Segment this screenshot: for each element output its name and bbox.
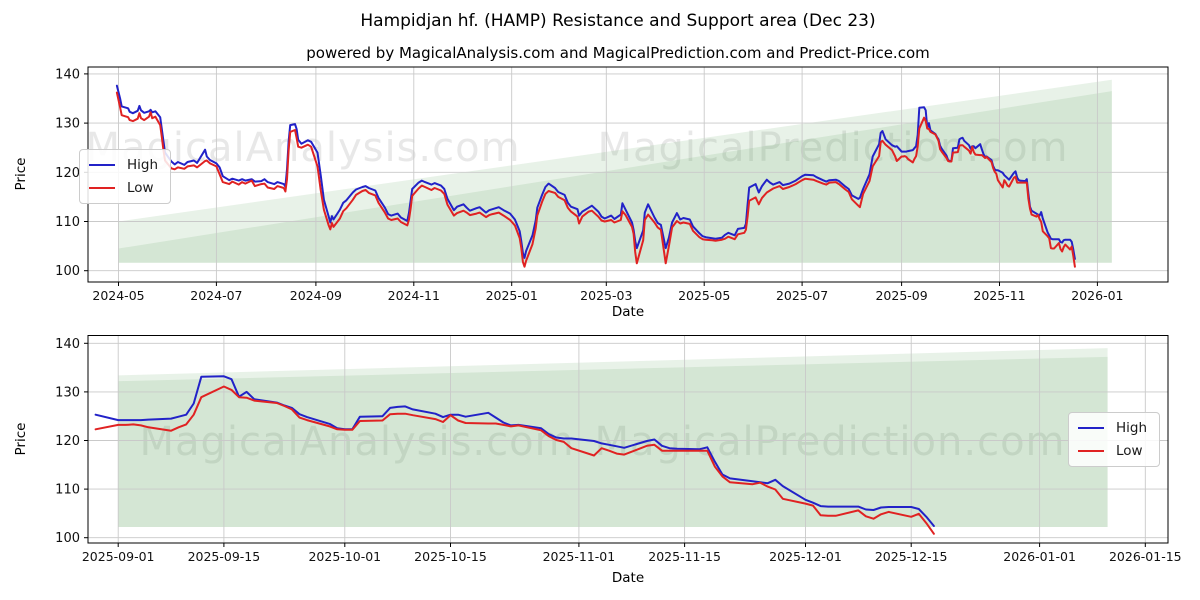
x-tick-label: 2025-09-01 bbox=[82, 549, 155, 564]
legend-item-low: Low bbox=[1078, 443, 1147, 459]
x-tick-label: 2024-07 bbox=[190, 288, 242, 303]
legend-item-high: High bbox=[1078, 420, 1147, 436]
y-tick-label: 120 bbox=[55, 434, 80, 449]
x-tick-label: 2024-11 bbox=[388, 288, 440, 303]
y-axis-label-top: Price bbox=[13, 157, 29, 191]
support-resistance-band-inner bbox=[118, 356, 1108, 527]
high-line-swatch-icon bbox=[1078, 427, 1104, 429]
x-tick-label: 2025-10-01 bbox=[308, 549, 381, 564]
x-tick-label: 2025-12-15 bbox=[875, 549, 948, 564]
x-tick-label: 2026-01-15 bbox=[1109, 549, 1182, 564]
legend-high-label: High bbox=[127, 157, 159, 173]
y-axis-label-bottom: Price bbox=[13, 422, 29, 456]
x-tick-label: 2026-01 bbox=[1071, 288, 1123, 303]
x-tick-label: 2025-05 bbox=[678, 288, 730, 303]
support-resistance-band-outer bbox=[118, 348, 1108, 527]
series-line-low bbox=[94, 385, 935, 535]
support-resistance-band-outer bbox=[118, 79, 1112, 263]
y-tick-label: 110 bbox=[55, 215, 80, 230]
y-tick-label: 130 bbox=[55, 117, 80, 132]
y-tick-label: 100 bbox=[55, 264, 80, 279]
x-tick-label: 2025-09 bbox=[875, 288, 927, 303]
legend-low-label: Low bbox=[1116, 443, 1143, 459]
y-tick-label: 140 bbox=[55, 337, 80, 352]
x-tick-label: 2024-09 bbox=[290, 288, 342, 303]
x-tick-label: 2024-05 bbox=[92, 288, 144, 303]
series-line-low bbox=[115, 91, 1076, 268]
chart-subtitle: powered by MagicalAnalysis.com and Magic… bbox=[306, 44, 930, 62]
x-tick-label: 2025-11-01 bbox=[543, 549, 616, 564]
chart-panel-1: 100 110 120 130 140 2024-05 2024-07 2024-09 2024… bbox=[55, 66, 1169, 303]
support-resistance-band-inner bbox=[118, 91, 1112, 263]
legend-high-label: High bbox=[1116, 420, 1148, 436]
axes-frame bbox=[87, 335, 1169, 544]
x-tick-label: 2025-10-15 bbox=[414, 549, 487, 564]
y-tick-label: 110 bbox=[55, 483, 80, 498]
legend-item-high: High bbox=[89, 157, 158, 173]
watermark-prediction-bottom: MagicalPrediction.com bbox=[594, 419, 1066, 465]
legend-item-low: Low bbox=[89, 180, 158, 196]
x-tick-label: 2025-12-01 bbox=[769, 549, 842, 564]
legend-top: High Low bbox=[79, 149, 172, 204]
chart-panel-2: 100 110 120 130 140 2025-09-01 2025-09-15 2025-… bbox=[55, 335, 1182, 564]
x-tick-label: 2025-11 bbox=[973, 288, 1025, 303]
x-tick-label: 2025-07 bbox=[776, 288, 828, 303]
watermark-analysis-bottom: MagicalAnalysis.com bbox=[139, 419, 575, 465]
legend-low-label: Low bbox=[127, 180, 154, 196]
x-tick-label: 2025-09-15 bbox=[188, 549, 261, 564]
y-tick-label: 130 bbox=[55, 385, 80, 400]
low-line-swatch-icon bbox=[89, 187, 115, 189]
x-axis-label-bottom: Date bbox=[611, 570, 645, 586]
y-tick-label: 100 bbox=[55, 531, 80, 546]
y-tick-label: 120 bbox=[55, 166, 80, 181]
x-tick-label: 2026-01-01 bbox=[1003, 549, 1076, 564]
high-line-swatch-icon bbox=[89, 164, 115, 166]
y-tick-label: 140 bbox=[55, 67, 80, 82]
watermark-prediction-top: MagicalPrediction.com bbox=[597, 125, 1069, 171]
x-tick-label: 2025-01 bbox=[486, 288, 538, 303]
x-tick-label: 2025-03 bbox=[580, 288, 632, 303]
legend-bottom: High Low bbox=[1068, 412, 1161, 467]
x-axis-label-top: Date bbox=[611, 304, 645, 320]
low-line-swatch-icon bbox=[1078, 450, 1104, 452]
x-tick-label: 2025-11-15 bbox=[648, 549, 721, 564]
chart-title: Hampidjan hf. (HAMP) Resistance and Supp… bbox=[360, 11, 876, 31]
